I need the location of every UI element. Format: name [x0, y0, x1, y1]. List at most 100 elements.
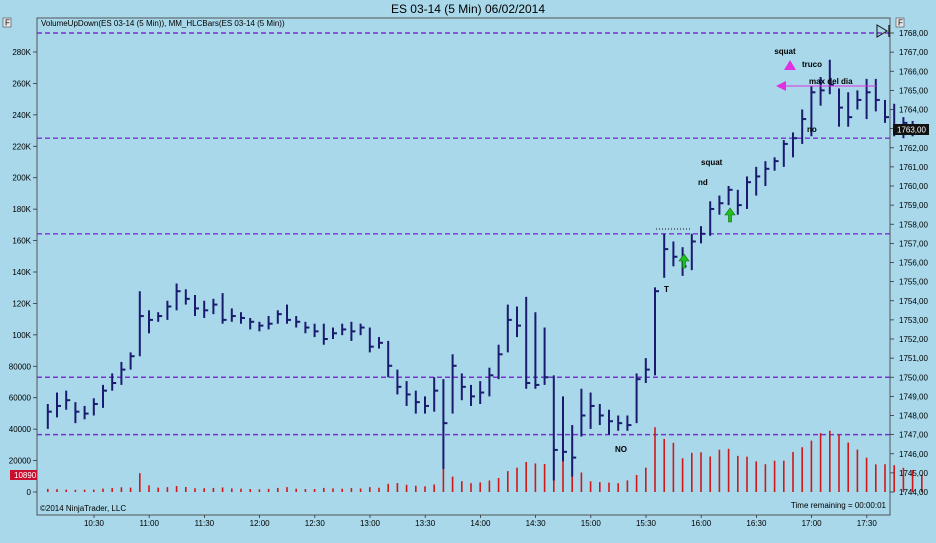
price-bar[interactable] — [552, 375, 558, 481]
price-bar[interactable] — [212, 298, 218, 315]
price-bar[interactable] — [83, 405, 89, 420]
price-bar[interactable] — [92, 398, 98, 416]
price-bar[interactable] — [718, 195, 724, 215]
scroll-to-end-icon[interactable] — [876, 24, 890, 38]
price-bar[interactable] — [663, 233, 669, 278]
price-bar[interactable] — [368, 327, 374, 353]
price-bar[interactable] — [746, 176, 751, 209]
price-bar[interactable] — [359, 323, 365, 336]
price-bar[interactable] — [240, 312, 245, 324]
price-bar[interactable] — [313, 323, 319, 338]
green-up-arrow-icon[interactable] — [678, 253, 690, 269]
price-bar[interactable] — [157, 312, 163, 322]
price-bar[interactable] — [276, 310, 282, 324]
price-bar[interactable] — [672, 241, 678, 267]
price-bar[interactable] — [230, 308, 236, 322]
price-bar[interactable] — [792, 132, 797, 158]
price-bar[interactable] — [654, 287, 659, 376]
price-bar[interactable] — [148, 310, 153, 334]
price-bar[interactable] — [304, 321, 310, 334]
price-bar[interactable] — [433, 377, 439, 412]
price-bar[interactable] — [884, 99, 889, 123]
price-bar[interactable] — [120, 361, 126, 385]
price-bar[interactable] — [626, 415, 632, 431]
price-bar[interactable] — [589, 392, 595, 429]
magenta-up-triangle-icon[interactable] — [784, 60, 796, 70]
price-bar[interactable] — [819, 76, 825, 106]
price-bar[interactable] — [322, 323, 328, 345]
price-bar[interactable] — [782, 140, 788, 167]
price-bar[interactable] — [424, 396, 429, 414]
price-bar[interactable] — [129, 352, 135, 370]
price-bar[interactable] — [571, 425, 577, 477]
price-bar[interactable] — [74, 402, 80, 424]
magenta-left-arrow-icon[interactable] — [776, 81, 786, 91]
price-bar[interactable] — [828, 59, 834, 95]
corner-box-left[interactable]: F — [2, 17, 12, 28]
price-bar[interactable] — [442, 379, 448, 470]
price-bar[interactable] — [175, 283, 181, 311]
price-bar[interactable] — [690, 233, 696, 271]
price-bar[interactable] — [249, 317, 255, 330]
price-bar[interactable] — [810, 86, 816, 137]
price-bar[interactable] — [184, 289, 190, 305]
price-bar[interactable] — [460, 373, 466, 401]
price-bar[interactable] — [856, 90, 862, 110]
price-bar[interactable] — [764, 161, 770, 186]
price-bar[interactable] — [479, 381, 485, 405]
price-bar[interactable] — [470, 384, 475, 406]
price-bar[interactable] — [773, 157, 779, 171]
price-bar[interactable] — [644, 358, 650, 383]
corner-box-right[interactable]: F — [895, 17, 905, 28]
price-bar[interactable] — [405, 381, 411, 406]
price-bar[interactable] — [203, 300, 209, 318]
price-bar[interactable] — [635, 373, 641, 424]
price-bar[interactable] — [562, 396, 567, 462]
price-bar[interactable] — [736, 189, 742, 215]
price-bar[interactable] — [617, 415, 623, 431]
price-bar[interactable] — [111, 373, 117, 391]
price-bar[interactable] — [396, 369, 402, 395]
price-bar[interactable] — [258, 321, 264, 332]
price-bar[interactable] — [267, 316, 273, 330]
price-bar[interactable] — [65, 390, 71, 410]
price-bar[interactable] — [387, 340, 393, 378]
price-bar[interactable] — [874, 78, 880, 112]
price-bar[interactable] — [350, 321, 356, 341]
price-bar[interactable] — [451, 354, 457, 414]
price-bar[interactable] — [194, 295, 199, 317]
price-bar[interactable] — [709, 201, 715, 236]
price-bar[interactable] — [838, 88, 843, 127]
price-bar[interactable] — [46, 404, 52, 429]
price-bar[interactable] — [516, 306, 521, 338]
price-bar[interactable] — [580, 388, 586, 437]
price-bar[interactable] — [801, 109, 807, 144]
price-bar[interactable] — [138, 291, 144, 357]
price-bar[interactable] — [847, 92, 853, 127]
price-bar[interactable] — [488, 367, 494, 397]
price-bar[interactable] — [865, 78, 871, 120]
price-bar[interactable] — [506, 304, 512, 353]
price-bar[interactable] — [525, 296, 531, 389]
price-bar[interactable] — [286, 304, 291, 324]
price-bar[interactable] — [166, 300, 172, 320]
price-bar[interactable] — [414, 390, 420, 414]
price-bar[interactable] — [332, 327, 337, 339]
price-bar[interactable] — [755, 166, 761, 196]
price-bar[interactable] — [608, 409, 613, 435]
price-bar[interactable] — [497, 344, 503, 380]
price-bar[interactable] — [543, 327, 549, 385]
price-bar[interactable] — [56, 392, 61, 418]
price-bar[interactable] — [534, 312, 540, 389]
price-bar[interactable] — [341, 323, 347, 336]
price-bar[interactable] — [221, 293, 227, 324]
price-bar[interactable] — [598, 404, 604, 426]
price-bar[interactable] — [378, 337, 383, 349]
price-bar[interactable] — [700, 226, 705, 244]
price-bar[interactable] — [295, 316, 301, 328]
drawing-objects[interactable] — [656, 60, 876, 269]
price-bar[interactable] — [727, 186, 733, 206]
price-bar[interactable] — [102, 384, 107, 408]
green-up-arrow-icon[interactable] — [724, 207, 736, 223]
